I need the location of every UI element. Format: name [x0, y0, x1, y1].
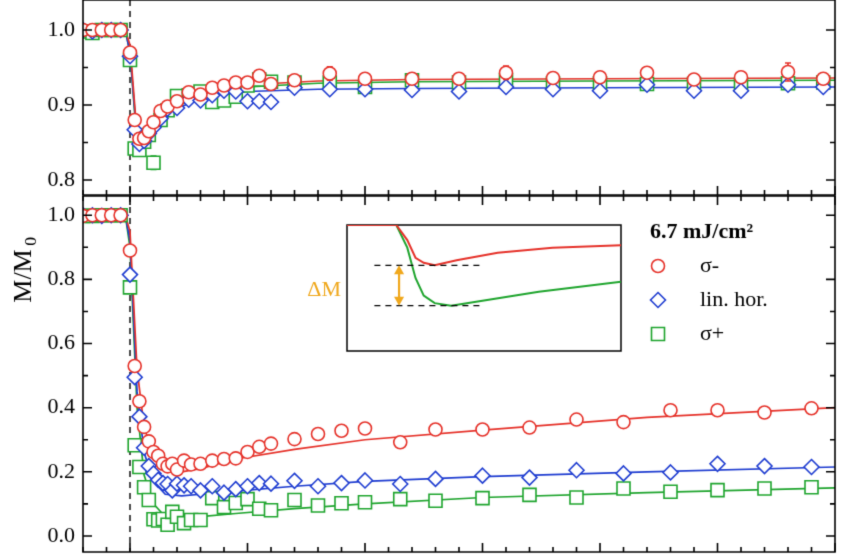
chart-container [0, 0, 850, 560]
chart-canvas [0, 0, 850, 560]
